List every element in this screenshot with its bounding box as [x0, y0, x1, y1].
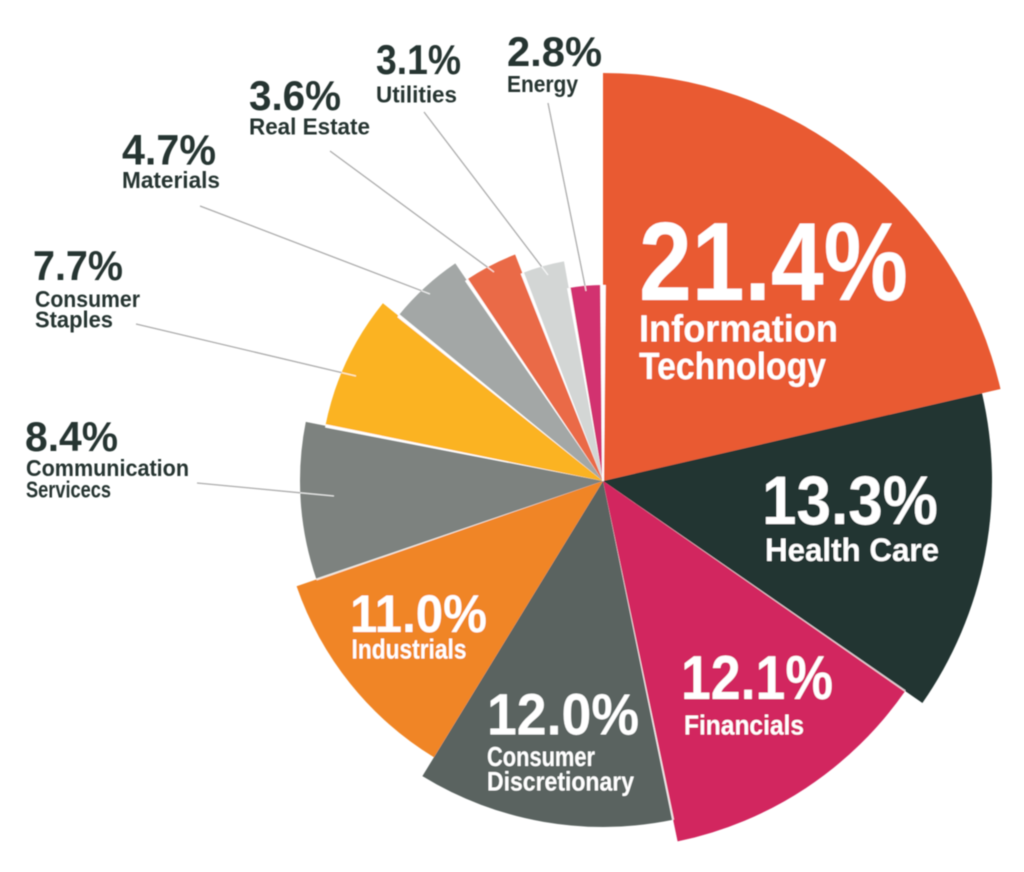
svg-text:13.3%: 13.3% — [762, 462, 938, 539]
svg-text:Communication: Communication — [26, 455, 189, 481]
svg-text:Staples: Staples — [35, 307, 113, 333]
svg-text:Consumer: Consumer — [35, 286, 140, 312]
svg-text:Utilities: Utilities — [376, 82, 457, 108]
svg-text:Health Care: Health Care — [765, 532, 939, 568]
svg-text:12.1%: 12.1% — [681, 644, 833, 713]
svg-text:Materials: Materials — [122, 167, 220, 193]
svg-text:Consumer: Consumer — [487, 741, 595, 772]
svg-text:Real Estate: Real Estate — [249, 114, 370, 140]
svg-text:Information: Information — [639, 309, 838, 351]
svg-text:Energy: Energy — [507, 71, 578, 97]
svg-text:Industrials: Industrials — [352, 634, 467, 665]
svg-text:2.8%: 2.8% — [507, 28, 602, 75]
svg-text:4.7%: 4.7% — [122, 127, 216, 175]
svg-text:7.7%: 7.7% — [33, 242, 123, 289]
svg-text:3.6%: 3.6% — [249, 72, 341, 119]
svg-text:Financials: Financials — [684, 710, 804, 741]
svg-text:Servicecs: Servicecs — [26, 477, 111, 503]
svg-text:11.0%: 11.0% — [350, 585, 487, 644]
svg-text:Discretionary: Discretionary — [487, 767, 634, 797]
svg-text:3.1%: 3.1% — [376, 36, 461, 83]
svg-text:21.4%: 21.4% — [639, 200, 908, 324]
svg-text:Technology: Technology — [639, 346, 826, 388]
svg-text:8.4%: 8.4% — [25, 413, 118, 460]
svg-text:12.0%: 12.0% — [487, 683, 639, 748]
